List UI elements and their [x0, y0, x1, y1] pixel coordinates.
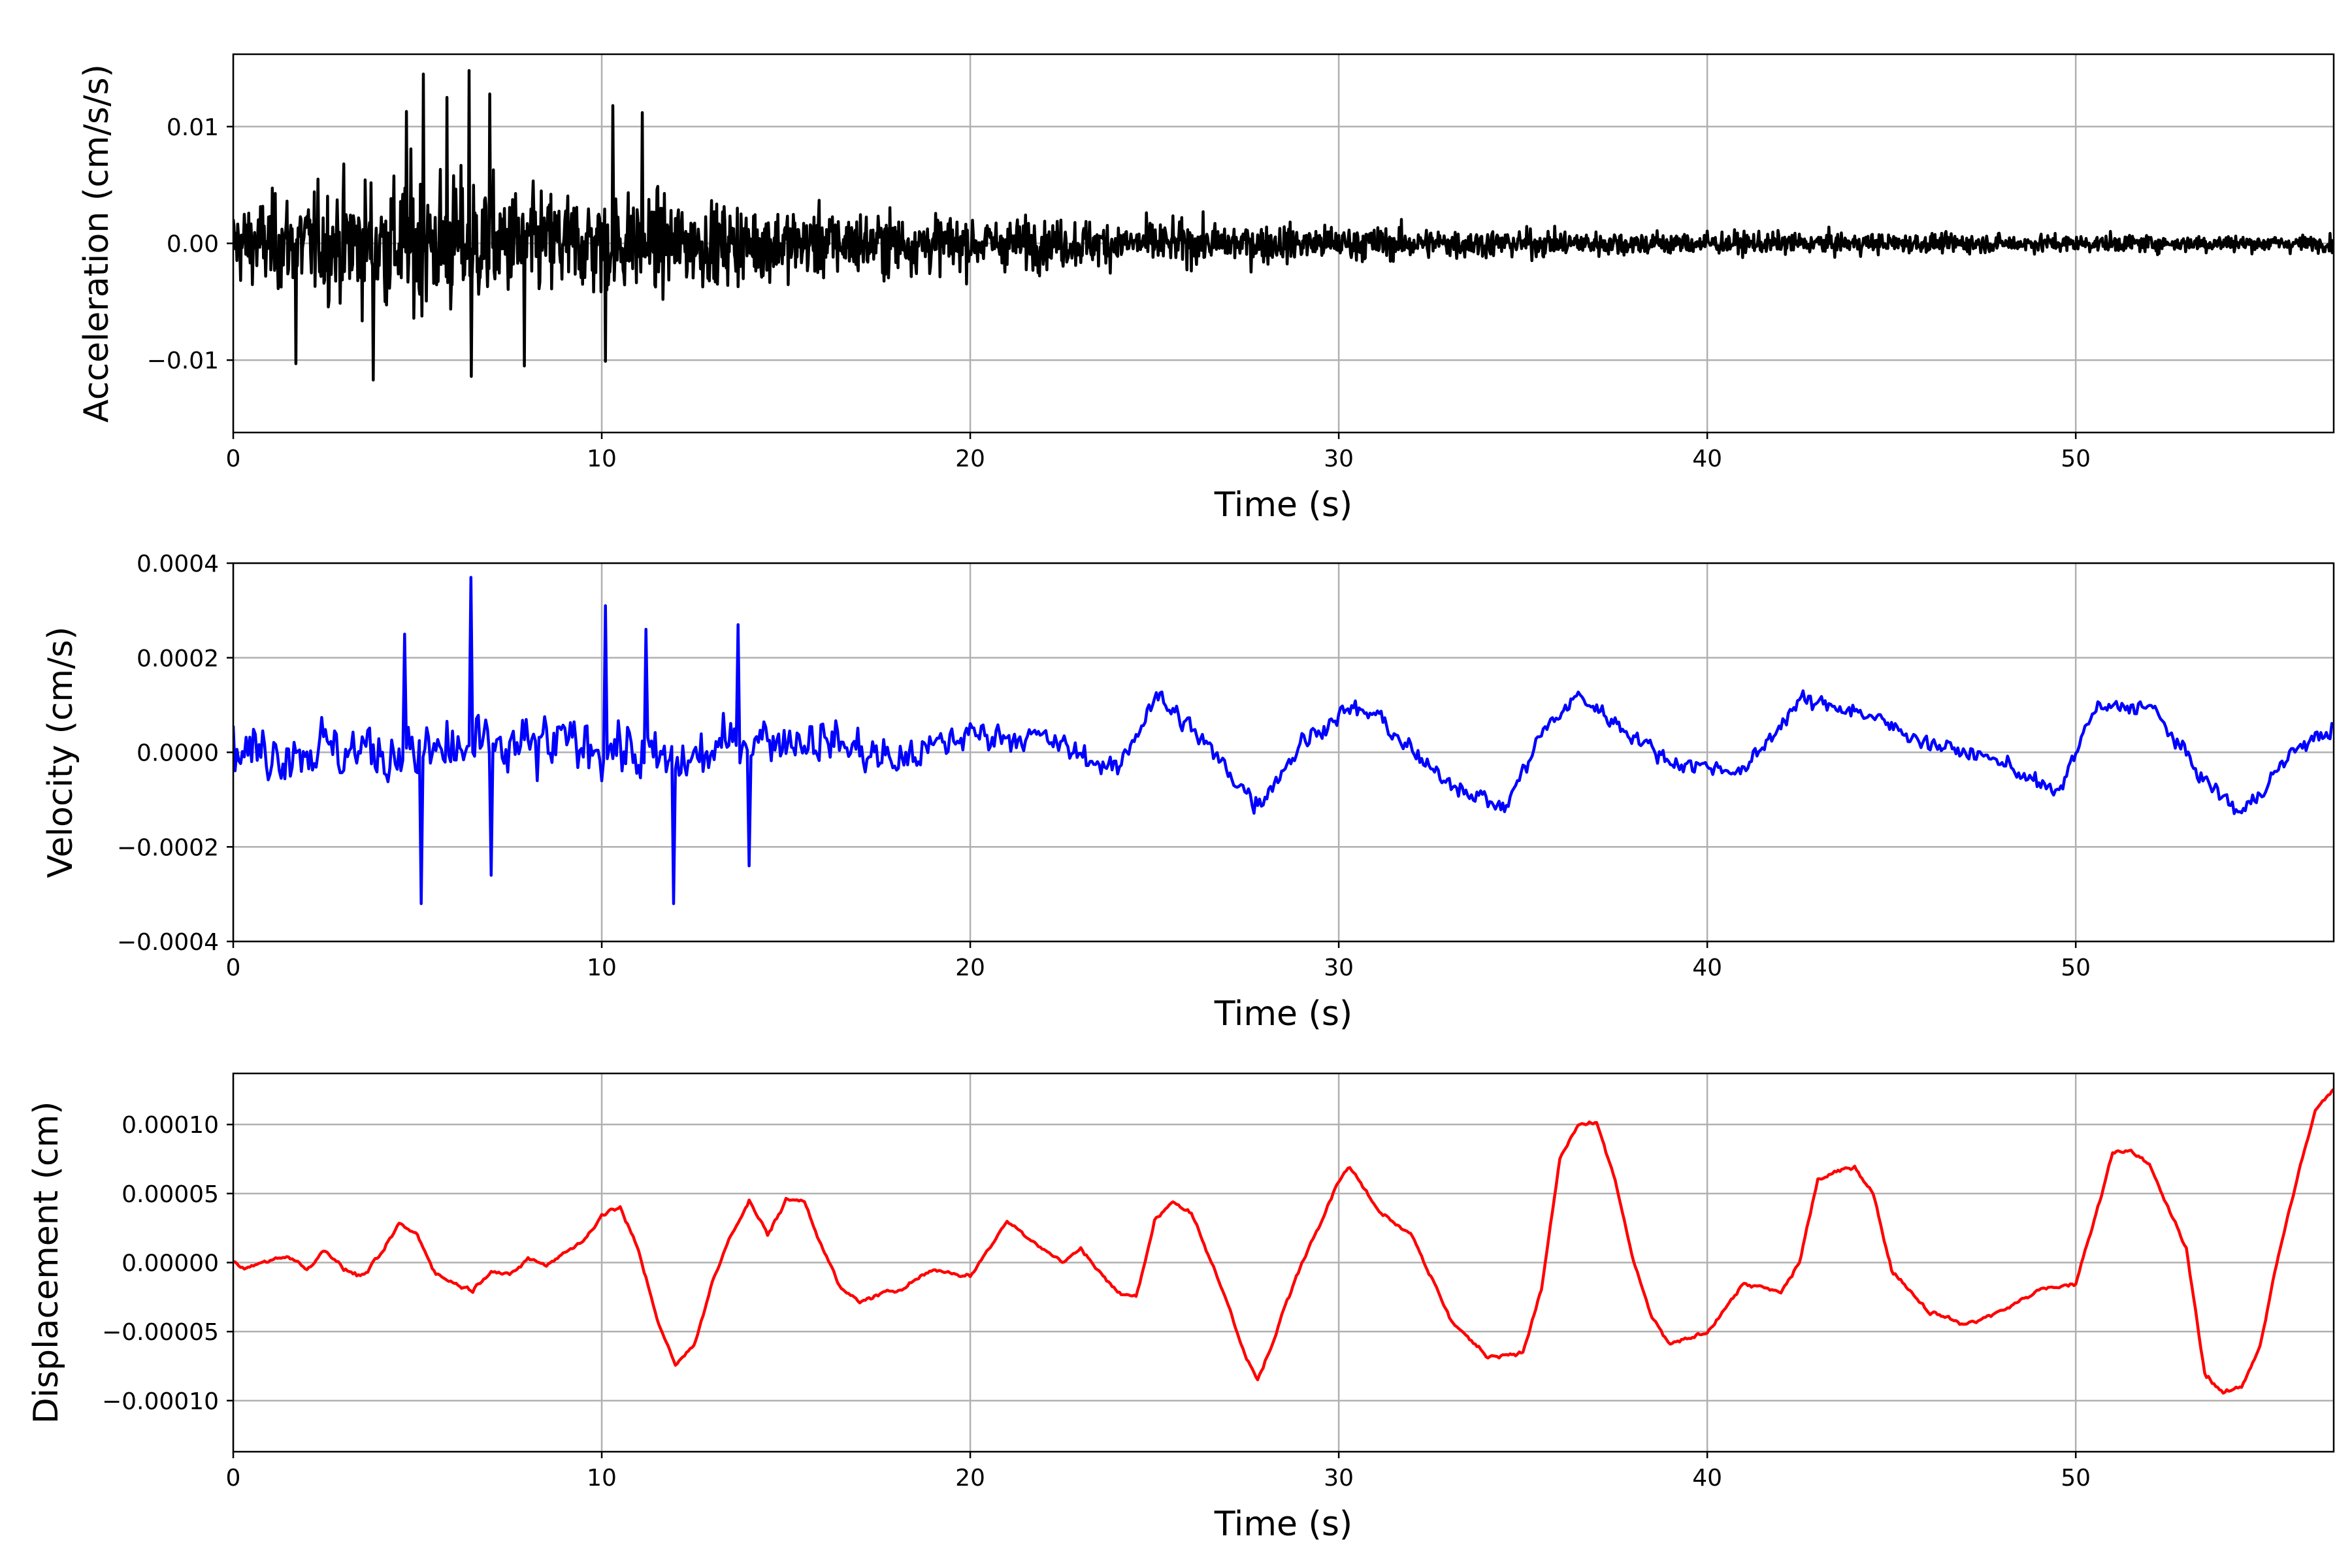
acceleration-series-line: [233, 69, 2334, 382]
velocity-x-tick-label: 50: [2061, 955, 2091, 981]
displacement-x-axis-label: Time (s): [1214, 1505, 1352, 1544]
velocity-x-tick-label: 30: [1324, 955, 1354, 981]
displacement-panel: 0 10 20 30 40 50 −0.00010 −0.00005 0.00000 0.0000…: [27, 1072, 2335, 1544]
velocity-panel: 0 10 20 30 40 50 −0.0004 −0.0002 0.0000 0.0002 0.0…: [41, 551, 2335, 1034]
acceleration-x-tick-label: 30: [1324, 446, 1354, 472]
displacement-x-tick-label: 10: [587, 1465, 617, 1492]
displacement-x-tick-label: 50: [2061, 1465, 2091, 1492]
acceleration-panel: 0 10 20 30 40 50 −0.01 0.00 0.01 Time (s) Accelera…: [77, 53, 2335, 525]
acceleration-x-tick-label: 10: [587, 446, 617, 472]
velocity-y-tick-label: −0.0004: [117, 929, 219, 956]
acceleration-x-tick-label: 0: [226, 446, 241, 472]
displacement-y-tick-label: −0.00010: [102, 1388, 219, 1415]
velocity-y-tick-label: 0.0000: [137, 740, 219, 767]
acceleration-y-tick-label: 0.01: [167, 114, 219, 141]
acceleration-x-tick-label: 50: [2061, 446, 2091, 472]
acceleration-y-axis-label: Acceleration (cm/s/s): [77, 64, 116, 423]
acceleration-y-tick-label: 0.00: [167, 231, 219, 258]
velocity-series-line: [233, 576, 2334, 906]
velocity-x-tick-label: 40: [1692, 955, 1722, 981]
displacement-x-tick-label: 0: [226, 1465, 241, 1492]
velocity-y-axis-label: Velocity (cm/s): [41, 627, 80, 878]
acceleration-x-tick-label: 20: [955, 446, 985, 472]
displacement-x-tick-label: 40: [1692, 1465, 1722, 1492]
acceleration-x-axis-label: Time (s): [1214, 485, 1352, 525]
velocity-y-tick-label: −0.0002: [117, 834, 219, 861]
displacement-x-tick-label: 30: [1324, 1465, 1354, 1492]
displacement-x-tick-label: 20: [955, 1465, 985, 1492]
velocity-x-tick-label: 0: [226, 955, 241, 981]
displacement-y-tick-label: 0.00010: [122, 1112, 219, 1139]
displacement-y-tick-label: 0.00000: [122, 1250, 219, 1277]
displacement-y-tick-label: −0.00005: [102, 1319, 219, 1346]
velocity-x-tick-label: 10: [587, 955, 617, 981]
acceleration-x-tick-label: 40: [1692, 446, 1722, 472]
velocity-y-tick-label: 0.0004: [137, 551, 219, 578]
velocity-y-tick-label: 0.0002: [137, 645, 219, 672]
velocity-x-axis-label: Time (s): [1214, 994, 1352, 1034]
velocity-x-tick-label: 20: [955, 955, 985, 981]
acceleration-y-tick-label: −0.01: [147, 348, 219, 374]
displacement-series-line: [233, 1088, 2334, 1395]
displacement-y-tick-label: 0.00005: [122, 1181, 219, 1208]
displacement-y-axis-label: Displacement (cm): [27, 1102, 66, 1424]
